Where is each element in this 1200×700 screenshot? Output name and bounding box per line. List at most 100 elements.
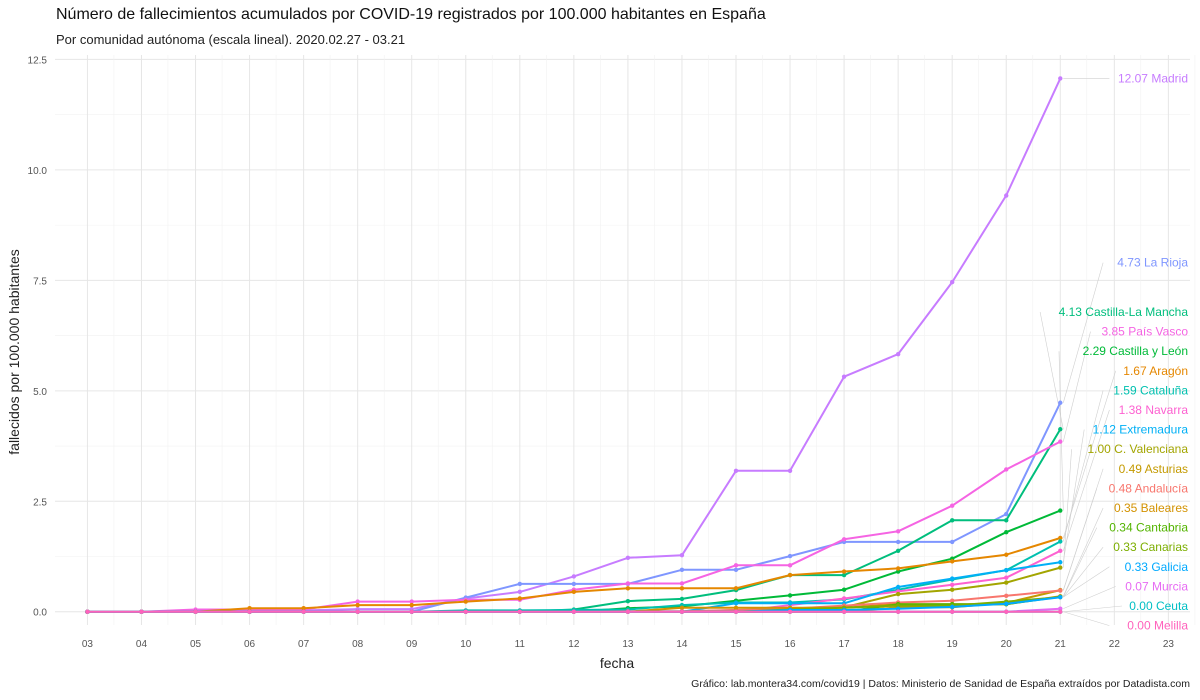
chart-caption: Gráfico: lab.montera34.com/covid19 | Dat… (691, 678, 1190, 690)
data-point (1004, 193, 1009, 198)
data-point (1004, 593, 1009, 599)
data-point (571, 609, 577, 614)
x-tick-label: 22 (1109, 639, 1121, 650)
label-leader (1062, 331, 1091, 442)
data-point (1058, 539, 1063, 544)
data-point (949, 503, 955, 508)
data-point (949, 604, 955, 610)
data-point (787, 601, 793, 606)
data-point (895, 539, 901, 545)
data-point (733, 609, 739, 614)
data-point (949, 559, 955, 564)
data-point (1058, 588, 1063, 593)
data-point (1058, 548, 1063, 553)
chart-title: Número de fallecimientos acumulados por … (56, 6, 766, 23)
data-point (949, 582, 955, 587)
data-point (841, 374, 847, 379)
data-point (841, 596, 847, 601)
series-end-label: 2.29 Castilla y León (1083, 344, 1188, 358)
label-leader (1063, 547, 1104, 598)
data-point (463, 599, 468, 604)
y-tick-label: 5.0 (33, 387, 47, 398)
label-leader-lines (1039, 78, 1123, 626)
series-end-label: 0.48 Andalucía (1109, 481, 1189, 495)
data-point (355, 602, 360, 608)
data-point (517, 609, 523, 614)
series-end-label: 1.38 Navarra (1119, 403, 1189, 417)
series-end-label: 0.00 Melilla (1127, 619, 1188, 633)
x-axis-title: fecha (600, 655, 634, 671)
data-point (895, 603, 901, 608)
data-point (625, 586, 631, 591)
label-leader (1039, 311, 1064, 430)
series-end-label: 0.07 Murcia (1125, 579, 1188, 593)
series-end-label: 0.49 Asturias (1119, 462, 1188, 476)
x-tick-label: 05 (190, 639, 202, 650)
label-leader (1062, 429, 1085, 563)
data-point (949, 609, 955, 614)
data-point (571, 581, 577, 587)
data-point (895, 529, 901, 534)
series-end-labels: 12.07 Madrid 4.73 La Rioja 4.13 Castilla-L… (1059, 71, 1189, 632)
x-tick-label: 23 (1163, 639, 1175, 650)
y-tick-label: 7.5 (33, 276, 47, 287)
data-point (1004, 467, 1009, 472)
data-point (139, 609, 144, 614)
data-point (679, 581, 685, 586)
data-point (625, 555, 631, 561)
x-tick-label: 16 (784, 639, 796, 650)
data-point (247, 609, 252, 614)
series-end-label: 0.34 Cantabria (1109, 521, 1188, 535)
label-leader (1063, 488, 1098, 591)
x-tick-label: 15 (730, 639, 742, 650)
data-point (679, 605, 685, 610)
data-point (1058, 594, 1063, 600)
series-end-label: 1.00 C. Valenciana (1087, 442, 1188, 456)
data-point (949, 587, 955, 592)
series-end-label: 4.73 La Rioja (1117, 256, 1188, 270)
data-point (949, 279, 955, 285)
series-end-label: 0.33 Galicia (1125, 560, 1189, 574)
data-point (679, 596, 685, 602)
data-point (1004, 530, 1009, 535)
x-tick-label: 18 (893, 639, 905, 650)
data-point (841, 537, 847, 542)
data-point (1004, 580, 1009, 585)
data-point (949, 518, 955, 523)
label-leader (1062, 370, 1116, 539)
data-point (1058, 535, 1063, 541)
x-tick-label: 17 (839, 639, 851, 650)
data-point (1058, 565, 1063, 570)
data-point (679, 586, 685, 591)
data-point (1058, 76, 1063, 81)
series-end-label: 0.00 Ceuta (1129, 599, 1188, 613)
series-lines (85, 76, 1063, 614)
label-leader (1063, 507, 1104, 597)
data-point (787, 572, 793, 578)
data-point (787, 468, 793, 473)
data-point (571, 589, 577, 595)
series-end-label: 4.13 Castilla-La Mancha (1059, 305, 1189, 319)
label-leader (1063, 605, 1123, 613)
data-point (895, 609, 901, 614)
data-point (733, 601, 739, 606)
data-point (355, 609, 360, 614)
y-tick-label: 0.0 (33, 608, 47, 619)
data-point (1004, 511, 1009, 517)
series-end-label: 0.33 Canarias (1113, 540, 1188, 554)
data-point (895, 548, 901, 553)
series-end-label: 3.85 País Vasco (1102, 325, 1189, 339)
label-leader (1062, 262, 1104, 403)
label-leader (1062, 449, 1072, 568)
data-point (733, 567, 739, 572)
data-point (841, 569, 847, 574)
data-point (1058, 427, 1063, 432)
data-point (1004, 609, 1009, 614)
data-point (733, 468, 739, 473)
data-point (247, 606, 252, 611)
data-point (841, 609, 847, 614)
data-point (1004, 518, 1009, 523)
data-point (1004, 568, 1009, 573)
data-point (733, 563, 739, 568)
